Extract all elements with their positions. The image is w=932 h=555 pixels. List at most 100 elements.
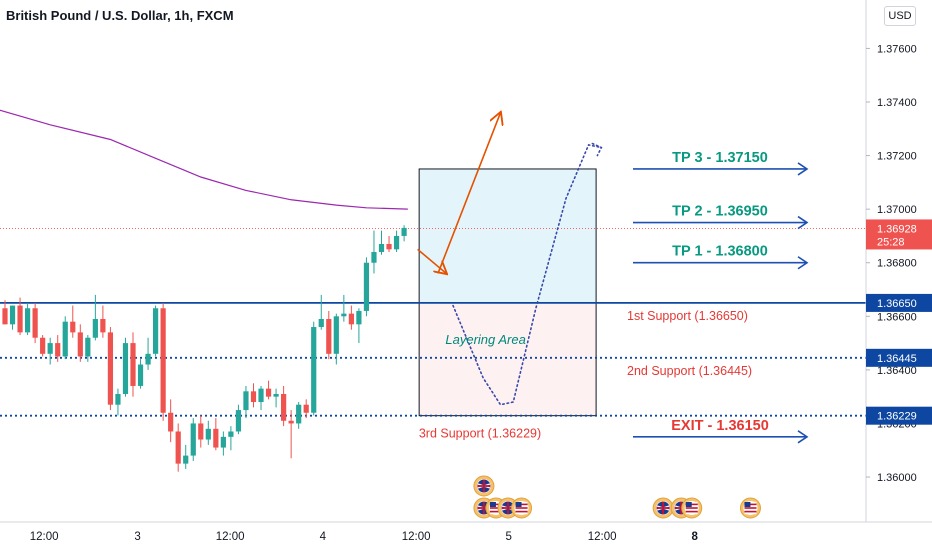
candle[interactable] xyxy=(32,302,38,344)
candle-body xyxy=(386,243,392,250)
candle[interactable] xyxy=(62,316,68,360)
candle-body xyxy=(17,305,23,333)
candle[interactable] xyxy=(85,335,91,362)
time-axis-background xyxy=(0,522,932,550)
candle[interactable] xyxy=(160,302,166,421)
candle[interactable] xyxy=(235,404,242,435)
short-arrow xyxy=(417,248,447,273)
economic-events-layer[interactable] xyxy=(473,475,761,519)
candle[interactable] xyxy=(243,385,249,419)
candle[interactable] xyxy=(92,294,98,341)
long-arrow xyxy=(437,113,500,274)
candle[interactable] xyxy=(55,335,61,362)
candle[interactable] xyxy=(190,418,196,461)
candle[interactable] xyxy=(356,308,362,344)
layering-zone-lower xyxy=(419,302,597,416)
candle-body xyxy=(85,337,91,357)
uk-event-icon[interactable] xyxy=(652,497,674,519)
candle[interactable] xyxy=(175,423,181,472)
candle[interactable] xyxy=(115,388,121,416)
candle[interactable] xyxy=(401,225,407,242)
candle[interactable] xyxy=(107,327,114,411)
candle-body xyxy=(220,436,226,448)
candle[interactable] xyxy=(273,388,279,408)
candle[interactable] xyxy=(326,310,332,360)
candle[interactable] xyxy=(333,313,339,365)
candle[interactable] xyxy=(183,444,189,469)
candle-body xyxy=(303,404,309,413)
candle[interactable] xyxy=(2,300,8,325)
candle[interactable] xyxy=(378,230,385,255)
last-price-badge[interactable] xyxy=(866,219,932,250)
candle[interactable] xyxy=(296,402,302,429)
us-event-icon[interactable] xyxy=(681,497,703,519)
candle[interactable] xyxy=(348,305,354,330)
candle[interactable] xyxy=(77,324,83,362)
candle[interactable] xyxy=(288,410,294,459)
candle[interactable] xyxy=(341,294,347,322)
candle[interactable] xyxy=(318,294,324,330)
price-badge[interactable] xyxy=(866,293,932,312)
price-tick-label: 1.36800 xyxy=(877,258,917,270)
candle-body xyxy=(62,321,68,357)
candle-body xyxy=(341,313,347,317)
support-label: 3rd Support (1.36229) xyxy=(419,427,541,441)
candle[interactable] xyxy=(153,305,159,357)
candle-body xyxy=(183,455,189,464)
candle[interactable] xyxy=(130,332,136,397)
price-badge-label: 1.36650 xyxy=(877,298,917,310)
candle[interactable] xyxy=(371,230,377,274)
candle[interactable] xyxy=(47,337,53,365)
candle[interactable] xyxy=(220,431,226,456)
time-tick-label: 12:00 xyxy=(30,531,59,543)
candle[interactable] xyxy=(228,426,234,451)
us-flag-canton xyxy=(685,502,692,507)
us-flag-canton xyxy=(744,502,751,507)
candle-body xyxy=(250,391,257,403)
time-axis[interactable]: 12:00 3 12:00 4 12:00 5 12:00 8 xyxy=(0,521,932,550)
candle[interactable] xyxy=(258,385,264,411)
uk-event-icon[interactable] xyxy=(473,475,495,497)
candle[interactable] xyxy=(145,337,151,370)
support-label: 1st Support (1.36650) xyxy=(627,309,748,323)
candle[interactable] xyxy=(70,305,76,338)
target-arrow-head xyxy=(797,430,809,444)
price-tick-label: 1.36400 xyxy=(877,365,917,377)
currency-button[interactable]: USD xyxy=(884,6,916,26)
candle[interactable] xyxy=(205,420,211,445)
candle[interactable] xyxy=(198,415,204,448)
candle[interactable] xyxy=(303,399,309,419)
candle[interactable] xyxy=(250,383,257,408)
price-badge[interactable] xyxy=(866,348,932,367)
candle[interactable] xyxy=(386,235,392,253)
candles-layer[interactable] xyxy=(2,225,407,472)
candle-body xyxy=(296,404,302,424)
candle[interactable] xyxy=(24,302,31,336)
candle-body xyxy=(47,343,53,354)
us-event-icon[interactable] xyxy=(739,497,761,519)
bar-countdown-label: 25:28 xyxy=(877,236,905,248)
candle[interactable] xyxy=(100,305,106,338)
price-badge[interactable] xyxy=(866,406,932,425)
candle-body xyxy=(333,316,339,354)
candle[interactable] xyxy=(122,337,129,397)
candle[interactable] xyxy=(168,399,174,443)
candle[interactable] xyxy=(281,385,287,427)
candle-body xyxy=(326,318,332,354)
candle[interactable] xyxy=(265,380,272,400)
candle[interactable] xyxy=(213,418,219,451)
candle[interactable] xyxy=(137,359,144,389)
candle[interactable] xyxy=(9,305,16,330)
candle[interactable] xyxy=(17,297,23,336)
candle-body xyxy=(356,310,362,325)
candle[interactable] xyxy=(363,257,370,317)
us-event-icon[interactable] xyxy=(511,497,533,519)
candle[interactable] xyxy=(40,335,46,357)
candle[interactable] xyxy=(311,321,317,416)
price-axis[interactable]: 1.37600 1.37400 1.37200 1.37000 1.36800 1.366… xyxy=(865,0,932,550)
candle-body xyxy=(363,262,370,311)
candle[interactable] xyxy=(393,230,400,253)
moving-average-line xyxy=(0,109,408,210)
